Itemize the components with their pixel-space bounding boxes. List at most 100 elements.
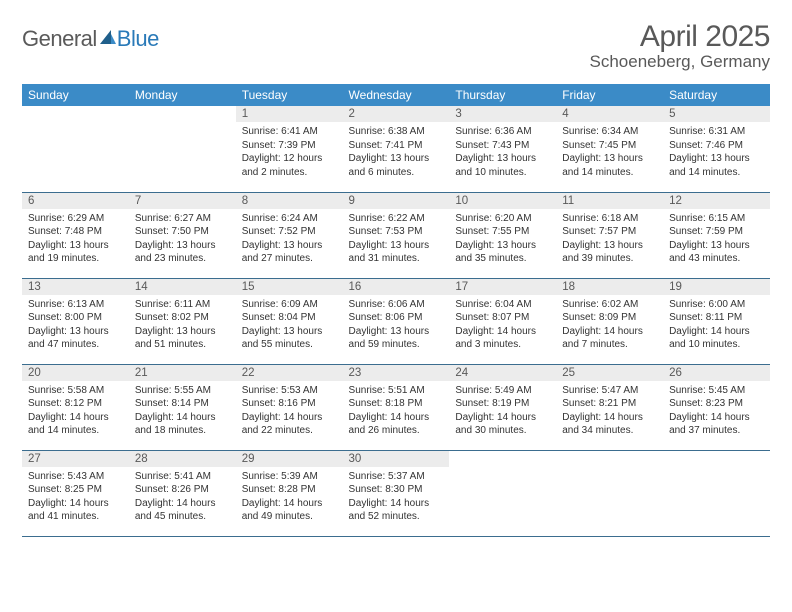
day1-line: Daylight: 13 hours	[349, 325, 444, 339]
day1-line: Daylight: 14 hours	[28, 411, 123, 425]
day-number: 25	[556, 365, 663, 381]
sunrise-line: Sunrise: 6:41 AM	[242, 125, 337, 139]
sunset-line: Sunset: 7:39 PM	[242, 139, 337, 153]
sunrise-line: Sunrise: 6:02 AM	[562, 298, 657, 312]
day2-line: and 6 minutes.	[349, 166, 444, 180]
sunset-line: Sunset: 7:45 PM	[562, 139, 657, 153]
calendar-cell: 19Sunrise: 6:00 AMSunset: 8:11 PMDayligh…	[663, 278, 770, 364]
day-number: 8	[236, 193, 343, 209]
day-number: 16	[343, 279, 450, 295]
day2-line: and 23 minutes.	[135, 252, 230, 266]
day1-line: Daylight: 13 hours	[242, 325, 337, 339]
day2-line: and 19 minutes.	[28, 252, 123, 266]
calendar-cell: 14Sunrise: 6:11 AMSunset: 8:02 PMDayligh…	[129, 278, 236, 364]
sunset-line: Sunset: 8:02 PM	[135, 311, 230, 325]
day1-line: Daylight: 13 hours	[455, 239, 550, 253]
sunset-line: Sunset: 8:30 PM	[349, 483, 444, 497]
day1-line: Daylight: 14 hours	[28, 497, 123, 511]
day-details: Sunrise: 5:55 AMSunset: 8:14 PMDaylight:…	[129, 381, 236, 441]
calendar-cell: 21Sunrise: 5:55 AMSunset: 8:14 PMDayligh…	[129, 364, 236, 450]
weekday-header: Wednesday	[343, 84, 450, 106]
day-details: Sunrise: 6:38 AMSunset: 7:41 PMDaylight:…	[343, 122, 450, 182]
day-details: Sunrise: 6:00 AMSunset: 8:11 PMDaylight:…	[663, 295, 770, 355]
calendar-cell: 9Sunrise: 6:22 AMSunset: 7:53 PMDaylight…	[343, 192, 450, 278]
sunset-line: Sunset: 7:43 PM	[455, 139, 550, 153]
sunset-line: Sunset: 8:00 PM	[28, 311, 123, 325]
sunset-line: Sunset: 7:52 PM	[242, 225, 337, 239]
calendar-cell: 18Sunrise: 6:02 AMSunset: 8:09 PMDayligh…	[556, 278, 663, 364]
day-number: 22	[236, 365, 343, 381]
day2-line: and 55 minutes.	[242, 338, 337, 352]
day-number: 18	[556, 279, 663, 295]
calendar-cell: 16Sunrise: 6:06 AMSunset: 8:06 PMDayligh…	[343, 278, 450, 364]
day1-line: Daylight: 14 hours	[349, 497, 444, 511]
day-number: 19	[663, 279, 770, 295]
day1-line: Daylight: 14 hours	[242, 497, 337, 511]
day-number: 12	[663, 193, 770, 209]
day1-line: Daylight: 14 hours	[669, 325, 764, 339]
calendar-cell: 10Sunrise: 6:20 AMSunset: 7:55 PMDayligh…	[449, 192, 556, 278]
sunrise-line: Sunrise: 5:55 AM	[135, 384, 230, 398]
day-details: Sunrise: 5:39 AMSunset: 8:28 PMDaylight:…	[236, 467, 343, 527]
day-number: 26	[663, 365, 770, 381]
calendar-week-row: 27Sunrise: 5:43 AMSunset: 8:25 PMDayligh…	[22, 450, 770, 536]
day-details: Sunrise: 6:22 AMSunset: 7:53 PMDaylight:…	[343, 209, 450, 269]
day-details: Sunrise: 6:36 AMSunset: 7:43 PMDaylight:…	[449, 122, 556, 182]
sunrise-line: Sunrise: 6:15 AM	[669, 212, 764, 226]
calendar-week-row: 13 Sunrise: 6:13 AMSunset: 8:00 PM Dayligh…	[22, 278, 770, 364]
day1-line: Daylight: 13 hours	[455, 152, 550, 166]
calendar-cell: 5Sunrise: 6:31 AMSunset: 7:46 PMDaylight…	[663, 106, 770, 192]
month-title: April 2025	[590, 20, 771, 54]
sunset-line: Sunset: 7:57 PM	[562, 225, 657, 239]
day1-line: Daylight: 14 hours	[455, 411, 550, 425]
sunset-line: Sunset: 8:28 PM	[242, 483, 337, 497]
day-details: Sunrise: 6:09 AMSunset: 8:04 PMDaylight:…	[236, 295, 343, 355]
day2-line: and 22 minutes.	[242, 424, 337, 438]
day-details: Sunrise: 6:04 AMSunset: 8:07 PMDaylight:…	[449, 295, 556, 355]
sunrise-line: Sunrise: 6:22 AM	[349, 212, 444, 226]
day2-line: and 10 minutes.	[669, 338, 764, 352]
brand-part2: Blue	[117, 26, 159, 52]
sunrise-line: Sunrise: 6:04 AM	[455, 298, 550, 312]
calendar-page: General Blue April 2025 Schoeneberg, Ger…	[0, 0, 792, 557]
calendar-cell: .	[556, 450, 663, 536]
sunset-line: Sunset: 8:21 PM	[562, 397, 657, 411]
sunset-line: Sunset: 8:16 PM	[242, 397, 337, 411]
day-details: Sunrise: 6:11 AMSunset: 8:02 PMDaylight:…	[129, 295, 236, 355]
day-number: 7	[129, 193, 236, 209]
day1-line: Daylight: 12 hours	[242, 152, 337, 166]
day-details: Sunrise: 6:31 AMSunset: 7:46 PMDaylight:…	[663, 122, 770, 182]
day1-line: Daylight: 14 hours	[562, 411, 657, 425]
sunrise-line: Sunrise: 5:53 AM	[242, 384, 337, 398]
weekday-header: Saturday	[663, 84, 770, 106]
brand-part1: General	[22, 26, 97, 52]
day1-line: Daylight: 14 hours	[562, 325, 657, 339]
day2-line: and 7 minutes.	[562, 338, 657, 352]
day-details: Sunrise: 6:41 AMSunset: 7:39 PMDaylight:…	[236, 122, 343, 182]
day2-line: and 49 minutes.	[242, 510, 337, 524]
day-number: 29	[236, 451, 343, 467]
day-details: Sunrise: 6:02 AMSunset: 8:09 PMDaylight:…	[556, 295, 663, 355]
sunrise-line: Sunrise: 6:34 AM	[562, 125, 657, 139]
day-details: Sunrise: 5:43 AMSunset: 8:25 PMDaylight:…	[22, 467, 129, 527]
day-details: Sunrise: 6:29 AMSunset: 7:48 PMDaylight:…	[22, 209, 129, 269]
day-number: 30	[343, 451, 450, 467]
calendar-cell: 25Sunrise: 5:47 AMSunset: 8:21 PMDayligh…	[556, 364, 663, 450]
day1-line: Daylight: 13 hours	[135, 239, 230, 253]
day-number: 20	[22, 365, 129, 381]
sunset-line: Sunset: 7:48 PM	[28, 225, 123, 239]
day2-line: and 18 minutes.	[135, 424, 230, 438]
calendar-cell: .	[22, 106, 129, 192]
sunrise-line: Sunrise: 5:41 AM	[135, 470, 230, 484]
calendar-cell: 26Sunrise: 5:45 AMSunset: 8:23 PMDayligh…	[663, 364, 770, 450]
sunrise-line: Sunrise: 5:39 AM	[242, 470, 337, 484]
sunrise-line: Sunrise: 6:27 AM	[135, 212, 230, 226]
day1-line: Daylight: 14 hours	[349, 411, 444, 425]
day-details: Sunrise: 5:53 AMSunset: 8:16 PMDaylight:…	[236, 381, 343, 441]
day-number: 13	[22, 279, 129, 295]
sunrise-line: Sunrise: 6:13 AM	[28, 298, 123, 312]
day1-line: Daylight: 14 hours	[242, 411, 337, 425]
sunset-line: Sunset: 8:09 PM	[562, 311, 657, 325]
weekday-header: Monday	[129, 84, 236, 106]
sunrise-line: Sunrise: 5:37 AM	[349, 470, 444, 484]
